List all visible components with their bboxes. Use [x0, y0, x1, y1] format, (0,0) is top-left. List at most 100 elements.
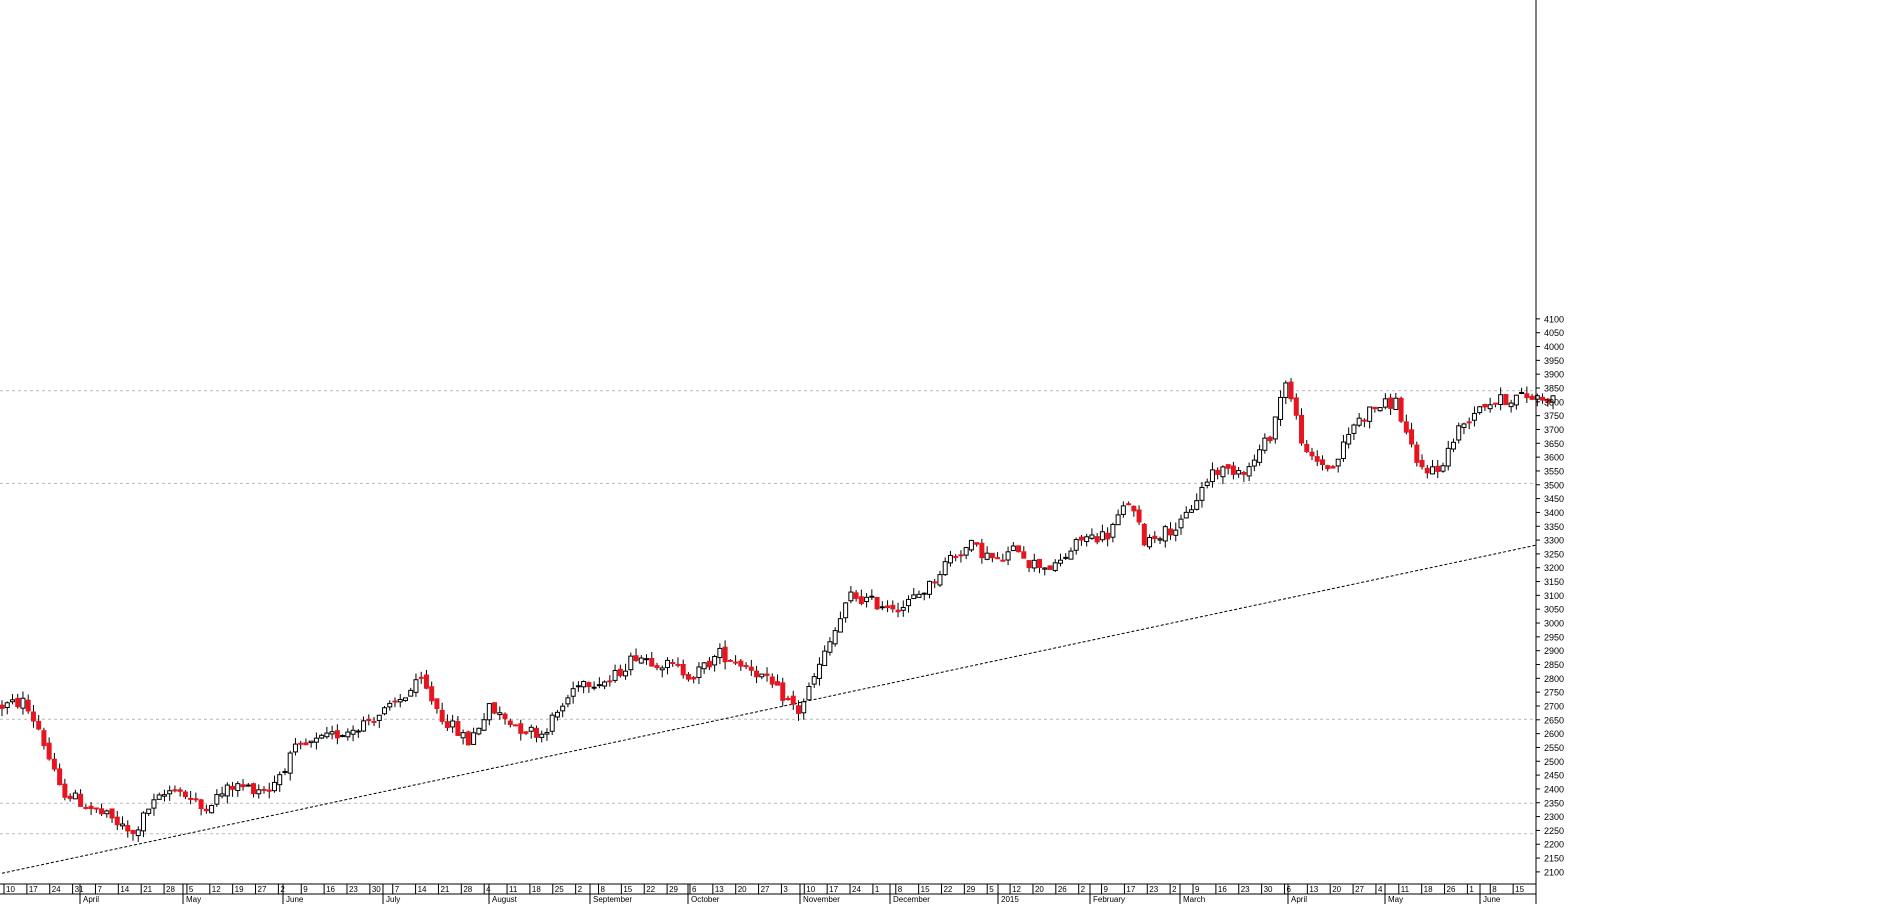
y-tick-label: 2750 — [1544, 688, 1564, 698]
y-tick-label: 2400 — [1544, 784, 1564, 794]
x-day-label: 31 — [75, 885, 84, 894]
x-day-label: 30 — [1264, 885, 1273, 894]
candle-body — [1178, 518, 1184, 529]
candle-body — [759, 673, 765, 678]
candle-body — [198, 799, 204, 810]
candle-body — [188, 797, 194, 800]
candle-body — [245, 784, 251, 787]
candle-body — [1262, 437, 1268, 451]
candle-body — [1272, 416, 1278, 440]
candle-body — [1361, 419, 1367, 422]
candle-body — [628, 655, 634, 671]
candle-body — [350, 729, 356, 735]
candle-body — [1246, 466, 1252, 477]
candle-body — [1136, 509, 1142, 523]
candle-body — [822, 650, 828, 667]
y-tick-label: 3750 — [1544, 411, 1564, 421]
candle-body — [1430, 466, 1436, 475]
candle-body — [680, 663, 686, 676]
x-month-label: September — [593, 895, 632, 904]
candle-body — [214, 794, 220, 805]
candle-body — [1131, 505, 1137, 512]
candle-body — [434, 698, 440, 709]
candle-body — [104, 810, 110, 815]
candle-body — [1471, 412, 1477, 421]
candle-body — [890, 604, 896, 610]
candle-body — [974, 542, 980, 545]
y-tick-label: 3300 — [1544, 536, 1564, 546]
candle-body — [544, 732, 550, 735]
candle-body — [958, 554, 964, 557]
x-day-label: 24 — [852, 885, 861, 894]
candle-body — [156, 794, 162, 800]
candle-body — [570, 688, 576, 697]
candle-body — [733, 661, 739, 664]
candle-body — [172, 789, 178, 792]
candle-body — [161, 794, 167, 797]
x-day-label: 4 — [1378, 885, 1383, 894]
candle-body — [20, 697, 26, 709]
candle-body — [1461, 423, 1467, 428]
candle-body — [1325, 465, 1331, 470]
candle-body — [1267, 436, 1273, 442]
candle-body — [1021, 551, 1027, 559]
x-day-label: 5 — [989, 885, 994, 894]
candle-body — [429, 686, 435, 702]
candle-body — [345, 731, 351, 738]
y-tick-label: 3150 — [1544, 577, 1564, 587]
candle-body — [1450, 441, 1456, 450]
x-month-label: November — [803, 895, 840, 904]
candle-body — [397, 698, 403, 703]
candle-body — [1000, 559, 1006, 562]
candle-body — [712, 655, 718, 666]
y-tick-label: 2250 — [1544, 826, 1564, 836]
candle-body — [135, 829, 141, 837]
candle-body — [748, 666, 754, 671]
candle-body — [1141, 523, 1147, 546]
y-tick-label: 3900 — [1544, 370, 1564, 380]
candle-body — [722, 646, 728, 663]
candle-body — [984, 552, 990, 560]
candle-body — [224, 784, 230, 797]
candle-body — [130, 830, 136, 835]
candle-body — [1340, 441, 1346, 460]
candle-body — [450, 720, 456, 728]
x-day-label: 3 — [783, 885, 788, 894]
candles — [0, 378, 1556, 842]
x-day-label: 14 — [418, 885, 427, 894]
candle-body — [1120, 505, 1126, 515]
x-month-label: 2015 — [1001, 895, 1019, 904]
candle-body — [1482, 403, 1488, 408]
y-tick-label: 3800 — [1544, 397, 1564, 407]
x-day-label: 30 — [372, 885, 381, 894]
candle-body — [140, 812, 146, 832]
candle-body — [853, 592, 859, 599]
candle-body — [1319, 459, 1325, 465]
candle-body — [235, 783, 241, 792]
candle-body — [706, 660, 712, 668]
candle-body — [1330, 466, 1336, 469]
x-month-label: June — [286, 895, 304, 904]
y-tick-label: 4050 — [1544, 328, 1564, 338]
candle-body — [518, 723, 524, 734]
x-day-label: 2 — [578, 885, 583, 894]
candle-body — [963, 547, 969, 556]
candle-body — [717, 647, 723, 659]
x-day-label: 22 — [943, 885, 952, 894]
x-day-label: 22 — [646, 885, 655, 894]
y-tick-label: 2700 — [1544, 701, 1564, 711]
x-day-label: 15 — [921, 885, 930, 894]
candle-body — [261, 788, 267, 791]
y-tick-label: 3400 — [1544, 508, 1564, 518]
candle-body — [282, 771, 288, 774]
candle-body — [1073, 539, 1079, 551]
x-day-label: 29 — [966, 885, 975, 894]
x-day-label: 8 — [898, 885, 903, 894]
candle-body — [1152, 535, 1158, 539]
candle-body — [355, 730, 361, 733]
candle-body — [1251, 459, 1257, 467]
candle-body — [444, 721, 450, 729]
candle-body — [1063, 556, 1069, 559]
candle-body — [916, 593, 922, 598]
